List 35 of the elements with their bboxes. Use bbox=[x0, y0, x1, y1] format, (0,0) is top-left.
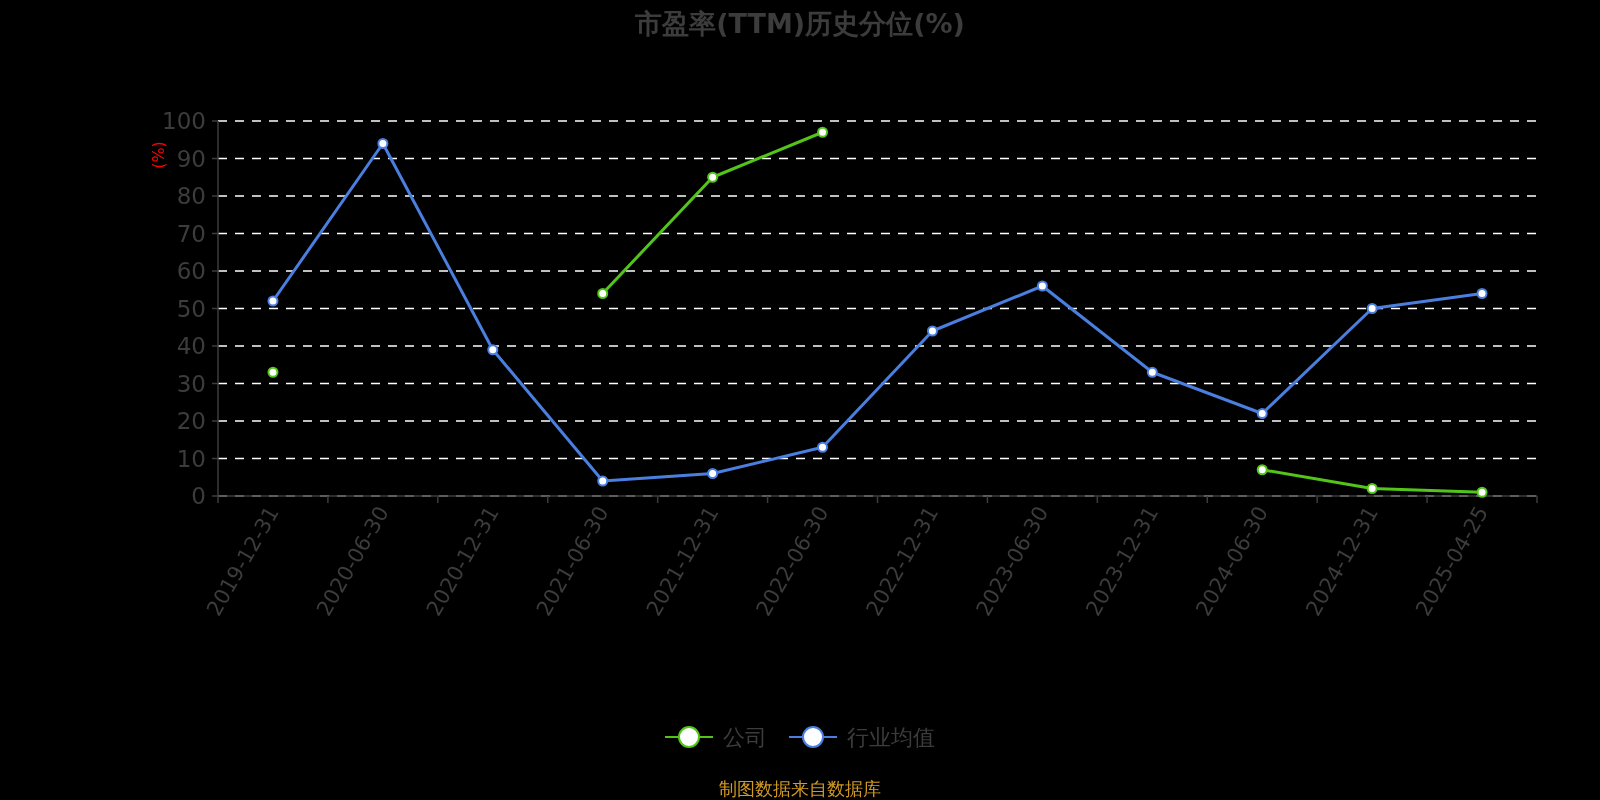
y-tick-label: 20 bbox=[176, 408, 206, 435]
y-axis-title: (%) bbox=[148, 141, 168, 169]
point bbox=[487, 344, 499, 356]
y-tick-label: 30 bbox=[176, 370, 206, 397]
y-tick-label: 60 bbox=[176, 258, 206, 285]
y-tick-label: 40 bbox=[176, 333, 206, 360]
y-tick-label: 70 bbox=[176, 220, 206, 247]
point bbox=[926, 325, 938, 337]
point bbox=[1476, 288, 1488, 299]
point bbox=[707, 171, 719, 183]
chart-title: 市盈率(TTM)历史分位(%) bbox=[634, 7, 965, 39]
point bbox=[267, 366, 279, 378]
point bbox=[817, 126, 829, 138]
point bbox=[597, 475, 609, 487]
point bbox=[1146, 366, 1158, 378]
legend-label: 公司 bbox=[723, 724, 767, 750]
text: 制图数据来自数据库 bbox=[719, 778, 881, 800]
y-tick-label: 0 bbox=[191, 483, 206, 510]
point bbox=[1366, 483, 1378, 494]
point bbox=[597, 288, 609, 299]
point bbox=[1366, 303, 1378, 314]
y-tick-label: 80 bbox=[176, 183, 206, 210]
y-tick-label: 100 bbox=[162, 108, 206, 135]
point bbox=[817, 441, 829, 453]
point bbox=[267, 295, 279, 307]
y-tick-label: 50 bbox=[176, 295, 206, 322]
point bbox=[377, 138, 389, 149]
y-tick-label: 90 bbox=[176, 145, 206, 172]
point bbox=[707, 468, 719, 479]
point bbox=[1476, 486, 1488, 498]
legend-label: 行业均值 bbox=[847, 724, 935, 750]
point bbox=[1256, 464, 1268, 476]
point bbox=[1036, 280, 1048, 292]
y-tick-label: 10 bbox=[176, 445, 206, 472]
point bbox=[1256, 408, 1268, 419]
